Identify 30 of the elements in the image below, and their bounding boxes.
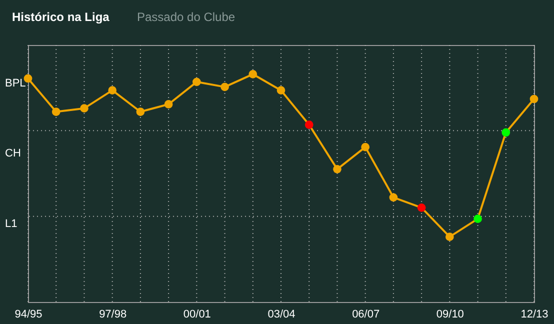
point	[389, 193, 398, 202]
point	[474, 214, 482, 224]
text: BPL	[5, 77, 26, 90]
point	[164, 100, 173, 108]
x-tick-label: 12/13	[520, 308, 548, 320]
x-tick-label: 06/07	[352, 308, 380, 320]
point	[108, 86, 117, 95]
point	[530, 94, 538, 104]
point	[361, 142, 370, 152]
point	[136, 108, 145, 116]
point	[248, 70, 258, 78]
point	[80, 104, 88, 113]
point	[445, 232, 454, 242]
point	[192, 78, 201, 86]
text: Passado do Clube	[137, 10, 236, 24]
point	[52, 108, 60, 116]
point	[417, 204, 426, 212]
point	[276, 86, 286, 95]
x-tick-label: 97/98	[99, 308, 127, 320]
text: Histórico na Liga	[12, 10, 110, 24]
point	[333, 164, 342, 174]
x-tick-label: 03/04	[268, 308, 296, 320]
text: CH	[5, 148, 21, 160]
text: L1	[5, 218, 18, 230]
point	[304, 120, 314, 129]
point	[502, 128, 510, 137]
x-tick-label: 00/01	[183, 308, 211, 320]
x-tick-label: 09/10	[436, 308, 464, 320]
x-tick-label: 94/95	[14, 308, 42, 320]
point	[220, 82, 229, 92]
